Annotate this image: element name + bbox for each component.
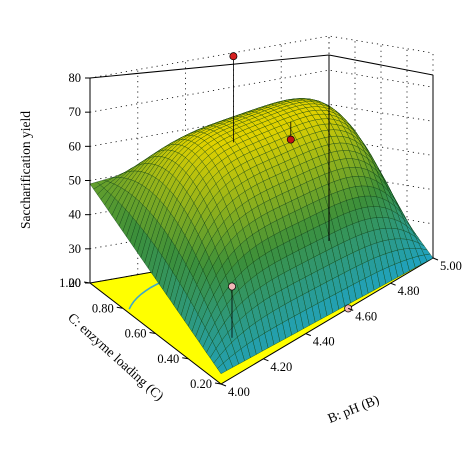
- y-tick-label: 1.00: [59, 276, 81, 290]
- z-axis-title: Saccharification yield: [18, 111, 33, 229]
- y-tick-label: 0.40: [157, 352, 179, 366]
- design-point: [229, 52, 238, 61]
- y-tick-label: 0.20: [190, 377, 212, 391]
- x-tick-label: 4.00: [228, 385, 250, 399]
- z-tick-label: 40: [69, 208, 82, 222]
- y-tick-mark: [182, 357, 189, 360]
- x-tick-label: 4.60: [355, 309, 377, 323]
- gridline-z-6: [89, 35, 434, 79]
- y-tick-mark: [149, 332, 156, 334]
- axis-ticks: 20 30 40 50 60 70 80 0.20 0.40 0.60 0.80 1.00 4.00 4.…: [59, 71, 462, 399]
- gridline-z-3: [89, 138, 434, 181]
- y-tick-mark: [116, 306, 123, 309]
- x-axis-title: B: pH (B): [325, 392, 381, 426]
- design-points: [228, 52, 353, 338]
- z-tick-label: 30: [69, 242, 82, 256]
- x-tick-label: 4.80: [398, 284, 420, 298]
- x-tick-label: 5.00: [440, 259, 462, 273]
- z-tick-label: 60: [69, 139, 82, 153]
- x-tick-label: 4.40: [313, 335, 335, 349]
- edge-top-right: [328, 54, 434, 76]
- gridline-z-4: [89, 103, 434, 147]
- x-tick-mark: [348, 307, 354, 311]
- z-tick-label: 70: [69, 105, 82, 119]
- gridline-z-2: [89, 172, 434, 216]
- x-tick-mark: [263, 358, 269, 362]
- x-tick-mark: [390, 282, 396, 286]
- z-tick-label: 20: [69, 276, 82, 290]
- y-tick-label: 0.80: [92, 301, 114, 315]
- design-point: [286, 135, 295, 144]
- z-tick-label: 80: [69, 71, 82, 85]
- edge-top-left: [89, 54, 330, 79]
- y-tick-mark: [83, 281, 91, 284]
- y-tick-mark: [214, 382, 222, 385]
- x-tick-mark: [220, 383, 227, 387]
- gridline-z-5: [89, 69, 434, 113]
- y-tick-label: 0.60: [125, 327, 147, 341]
- response-surface: [89, 98, 434, 375]
- x-tick-label: 4.20: [270, 360, 292, 374]
- z-tick-label: 50: [69, 174, 82, 188]
- x-tick-mark: [432, 257, 439, 261]
- x-tick-mark: [305, 333, 311, 337]
- design-point: [228, 282, 236, 291]
- surface-patch: [217, 362, 228, 375]
